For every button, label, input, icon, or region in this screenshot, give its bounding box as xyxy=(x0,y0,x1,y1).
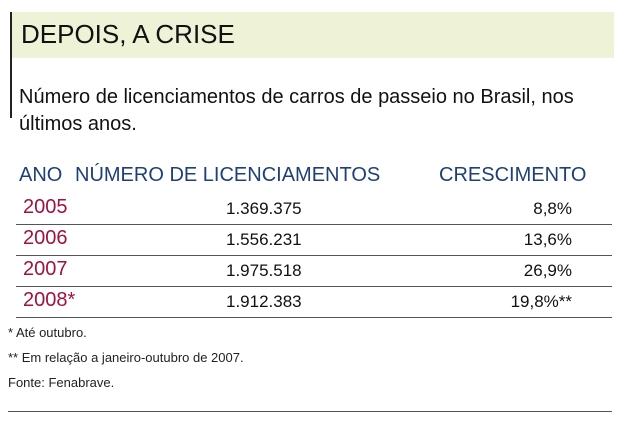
bottom-rule xyxy=(8,411,612,412)
table-row: 2006 1.556.231 13,6% xyxy=(16,226,612,256)
table-row: 2007 1.975.518 26,9% xyxy=(16,257,612,287)
row-year: 2007 xyxy=(23,258,68,280)
row-growth: 8,8% xyxy=(533,199,572,218)
title-banner: DEPOIS, A CRISE xyxy=(10,12,614,58)
row-growth: 19,8%** xyxy=(510,292,572,311)
row-number: 1.912.383 xyxy=(226,292,302,311)
source-note: Fonte: Fenabrave. xyxy=(8,375,115,390)
left-accent-line xyxy=(10,58,12,118)
row-year: 2006 xyxy=(23,227,68,249)
footnote-2: ** Em relação a janeiro-outubro de 2007. xyxy=(8,350,244,365)
row-number: 1.369.375 xyxy=(226,199,302,218)
table-row: 2005 1.369.375 8,8% xyxy=(16,195,612,225)
row-year: 2005 xyxy=(23,196,68,218)
footnote-1: * Até outubro. xyxy=(8,325,87,340)
row-growth: 13,6% xyxy=(523,230,572,249)
subtitle: Número de licenciamentos de carros de pa… xyxy=(19,86,574,135)
page-title: DEPOIS, A CRISE xyxy=(21,19,235,49)
row-number: 1.556.231 xyxy=(226,230,302,249)
header-numero: NÚMERO DE LICENCIAMENTOS xyxy=(75,164,381,186)
row-growth: 26,9% xyxy=(523,261,572,280)
row-number: 1.975.518 xyxy=(226,261,302,280)
table-row: 2008* 1.912.383 19,8%** xyxy=(16,288,612,318)
header-crescimento: CRESCIMENTO xyxy=(439,164,587,186)
header-ano: ANO xyxy=(19,164,63,186)
row-year: 2008* xyxy=(23,289,76,311)
